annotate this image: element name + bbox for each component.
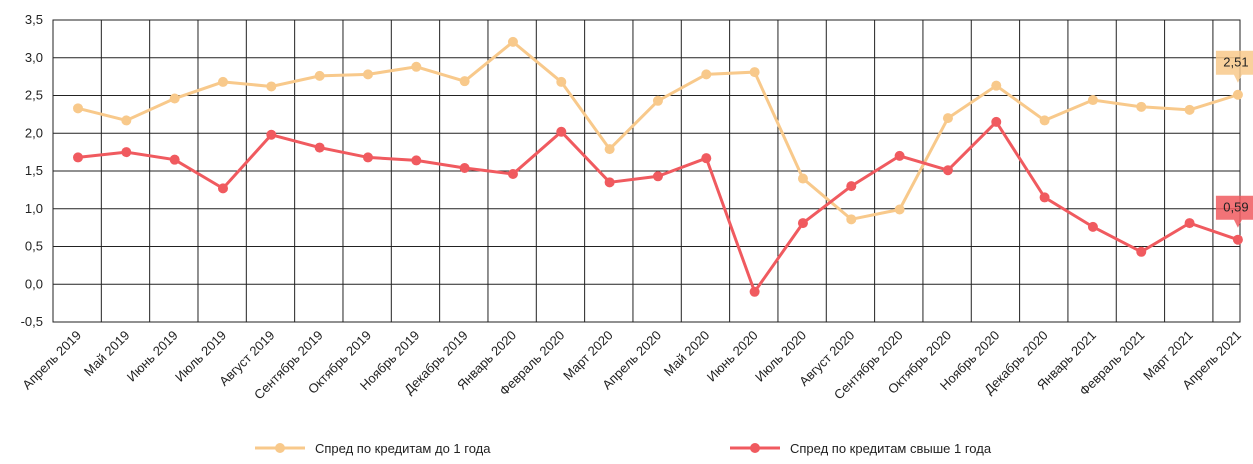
data-label-box xyxy=(1215,195,1253,228)
point xyxy=(894,150,905,161)
x-tick-label: Май 2020 xyxy=(661,328,713,380)
x-tick-label: Июнь 2020 xyxy=(704,328,761,385)
point xyxy=(217,183,228,194)
point xyxy=(362,152,373,163)
point xyxy=(749,286,760,297)
point xyxy=(556,76,567,87)
data-label: 2,51 xyxy=(1223,55,1248,70)
x-tick-label: Июнь 2019 xyxy=(124,328,181,385)
point xyxy=(556,126,567,137)
y-tick-label: 0,5 xyxy=(25,239,43,254)
point xyxy=(1039,115,1050,126)
point xyxy=(1136,246,1147,257)
y-tick-label: 3,0 xyxy=(25,50,43,65)
y-tick-label: -0,5 xyxy=(21,314,43,329)
point xyxy=(1232,234,1243,245)
point xyxy=(749,67,760,78)
point xyxy=(604,144,615,155)
point xyxy=(73,103,83,114)
y-tick-label: 2,5 xyxy=(25,88,43,103)
point xyxy=(1184,218,1195,229)
point xyxy=(701,153,712,164)
point xyxy=(797,173,808,184)
point xyxy=(169,93,180,104)
point xyxy=(121,115,132,126)
point xyxy=(652,171,663,182)
point xyxy=(652,95,663,106)
point xyxy=(169,154,180,165)
point xyxy=(1136,101,1147,112)
point xyxy=(411,155,422,166)
x-tick-label: Апрель 2019 xyxy=(19,328,84,393)
point xyxy=(894,204,905,215)
point xyxy=(314,142,325,153)
point xyxy=(507,36,518,47)
y-tick-label: 1,5 xyxy=(25,163,43,178)
y-tick-label: 1,0 xyxy=(25,201,43,216)
y-tick-label: 3,5 xyxy=(25,12,43,27)
point xyxy=(1039,192,1050,203)
point xyxy=(459,76,470,87)
point xyxy=(217,76,228,87)
point xyxy=(846,181,857,192)
legend-marker xyxy=(750,443,760,453)
point xyxy=(1087,95,1098,106)
y-tick-label: 2,0 xyxy=(25,125,43,140)
point xyxy=(73,152,83,163)
legend-marker xyxy=(275,443,285,453)
point xyxy=(266,81,277,92)
point xyxy=(942,113,953,124)
point xyxy=(121,147,132,158)
point xyxy=(846,214,857,225)
y-tick-label: 0,0 xyxy=(25,276,43,291)
point xyxy=(1184,104,1195,115)
point xyxy=(1232,89,1243,100)
point xyxy=(507,169,518,180)
point xyxy=(266,129,277,140)
point xyxy=(797,218,808,229)
point xyxy=(991,80,1002,91)
point xyxy=(604,177,615,188)
data-label: 0,59 xyxy=(1223,200,1248,215)
point xyxy=(411,61,422,72)
legend-label: Спред по кредитам свыше 1 года xyxy=(790,441,992,456)
point xyxy=(1087,221,1098,232)
series-line xyxy=(77,119,1239,296)
legend-label: Спред по кредитам до 1 года xyxy=(315,441,491,456)
point xyxy=(459,162,470,173)
point xyxy=(942,165,953,176)
x-tick-label: Май 2019 xyxy=(81,328,133,380)
series-line xyxy=(77,39,1239,221)
data-label-box xyxy=(1215,50,1253,83)
point xyxy=(701,69,712,80)
point xyxy=(991,116,1002,127)
point xyxy=(314,70,325,81)
point xyxy=(362,69,373,80)
